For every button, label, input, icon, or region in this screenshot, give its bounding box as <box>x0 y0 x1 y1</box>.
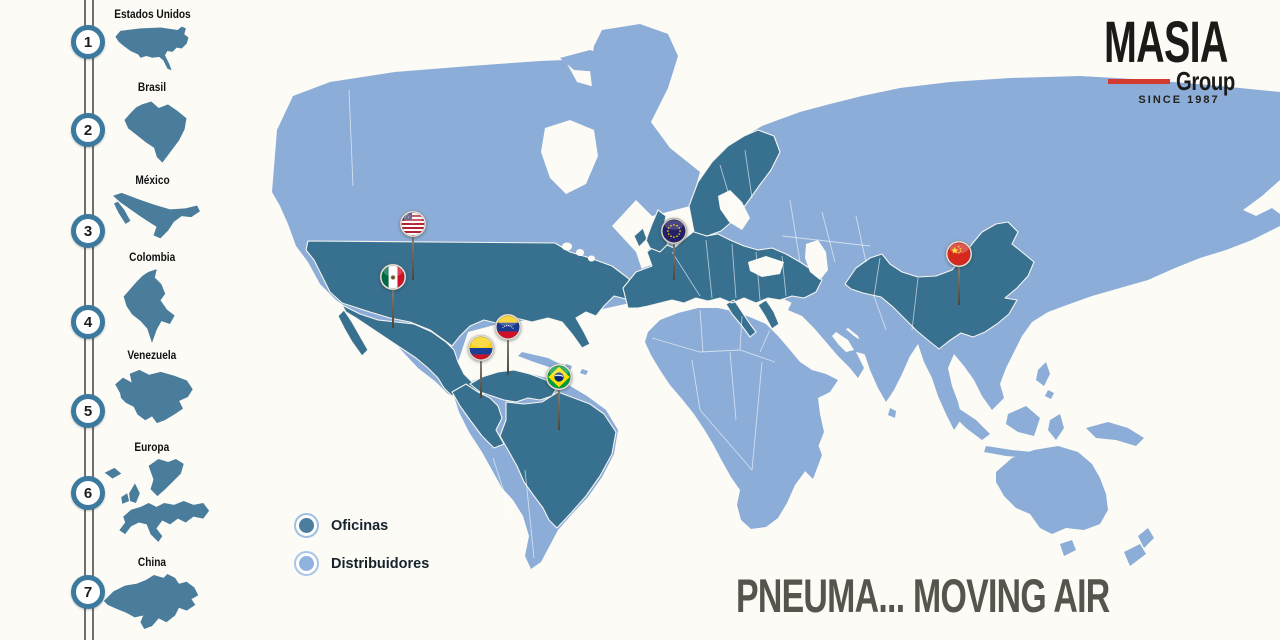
step-number: 6 <box>83 484 93 502</box>
usa-silhouette-icon <box>115 26 189 71</box>
region-africa <box>645 308 838 529</box>
china-flag-icon <box>945 240 973 268</box>
pin-stick <box>507 338 509 375</box>
step-badge-5: 5 <box>71 394 105 428</box>
usa-flag-icon <box>399 210 427 238</box>
pin-stick <box>673 242 675 280</box>
region-sri-lanka <box>888 408 896 418</box>
brand-red-bar-icon <box>1108 79 1170 84</box>
distributors-marker-icon <box>294 551 319 576</box>
step-number: 4 <box>83 313 93 331</box>
step-number: 1 <box>83 33 93 51</box>
brand-group: Group <box>1176 66 1235 96</box>
pin-stick <box>412 235 414 280</box>
europe-silhouette-icon <box>104 459 210 542</box>
step-number: 5 <box>83 402 93 420</box>
country-colombia <box>451 383 505 449</box>
country-label-china: China <box>137 557 167 569</box>
china-silhouette-icon <box>103 574 199 629</box>
hudson-bay <box>541 120 598 194</box>
region-indonesia <box>952 406 1144 458</box>
brazil-silhouette-icon <box>124 101 187 163</box>
brand-since: SINCE 1987 <box>1138 94 1220 106</box>
region-arctic-islands <box>528 50 662 102</box>
great-lakes <box>561 242 596 262</box>
country-label-mexico: México <box>134 175 170 187</box>
region-philippines <box>1036 362 1054 399</box>
mexico-silhouette-icon <box>112 192 200 239</box>
step-badge-4: 4 <box>71 305 105 339</box>
mexico-flag-icon <box>379 263 407 291</box>
legend-label-offices: Oficinas <box>331 517 389 534</box>
region-new-zealand <box>1124 528 1154 566</box>
persian-gulf <box>832 332 854 352</box>
region-scandinavia <box>688 129 781 237</box>
country-uk-ireland <box>633 209 669 253</box>
pin-stick <box>480 359 482 398</box>
pin-stick <box>392 288 394 328</box>
region-australia <box>996 446 1108 556</box>
office-regions <box>305 129 1035 529</box>
region-iceland <box>624 178 652 194</box>
tagline: PNEUMA... MOVING AIR <box>736 569 1110 622</box>
legend-item-offices: Oficinas <box>294 513 388 538</box>
country-label-colombia: Colombia <box>128 252 176 264</box>
step-badge-2: 2 <box>71 113 105 147</box>
country-borders <box>348 89 919 559</box>
colombia-silhouette-icon <box>123 269 175 343</box>
brand-name: MASIA <box>1104 10 1228 75</box>
country-china <box>844 221 1035 350</box>
country-label-venezuela: Venezuela <box>127 350 177 362</box>
step-number: 7 <box>83 583 93 601</box>
region-madagascar <box>801 439 822 479</box>
colombia-flag-icon <box>467 334 495 362</box>
step-badge-1: 1 <box>71 25 105 59</box>
legend-item-distributors: Distribuidores <box>294 551 429 576</box>
legend-label-distributors: Distribuidores <box>331 555 430 572</box>
step-number: 2 <box>83 121 93 139</box>
step-number: 3 <box>83 222 93 240</box>
country-label-brasil: Brasil <box>137 82 167 94</box>
offices-marker-icon <box>294 513 319 538</box>
step-badge-6: 6 <box>71 476 105 510</box>
venezuela-flag-icon <box>494 313 522 341</box>
region-caribbean <box>518 352 588 375</box>
country-brazil <box>499 391 617 529</box>
country-label-usa: Estados Unidos <box>113 9 191 21</box>
country-label-europa: Europa <box>134 442 170 454</box>
pin-stick <box>558 388 560 430</box>
venezuela-silhouette-icon <box>115 369 193 424</box>
step-badge-3: 3 <box>71 214 105 248</box>
baltic-sea <box>718 190 750 230</box>
region-japan <box>1034 224 1086 296</box>
eu-flag-icon <box>660 217 688 245</box>
pin-stick <box>958 265 960 305</box>
region-arabia <box>788 302 872 378</box>
brand-logo: MASIA Group SINCE 1987 <box>1104 10 1254 107</box>
brazil-flag-icon <box>545 363 573 391</box>
caspian-sea <box>805 240 828 280</box>
step-badge-7: 7 <box>71 575 105 609</box>
